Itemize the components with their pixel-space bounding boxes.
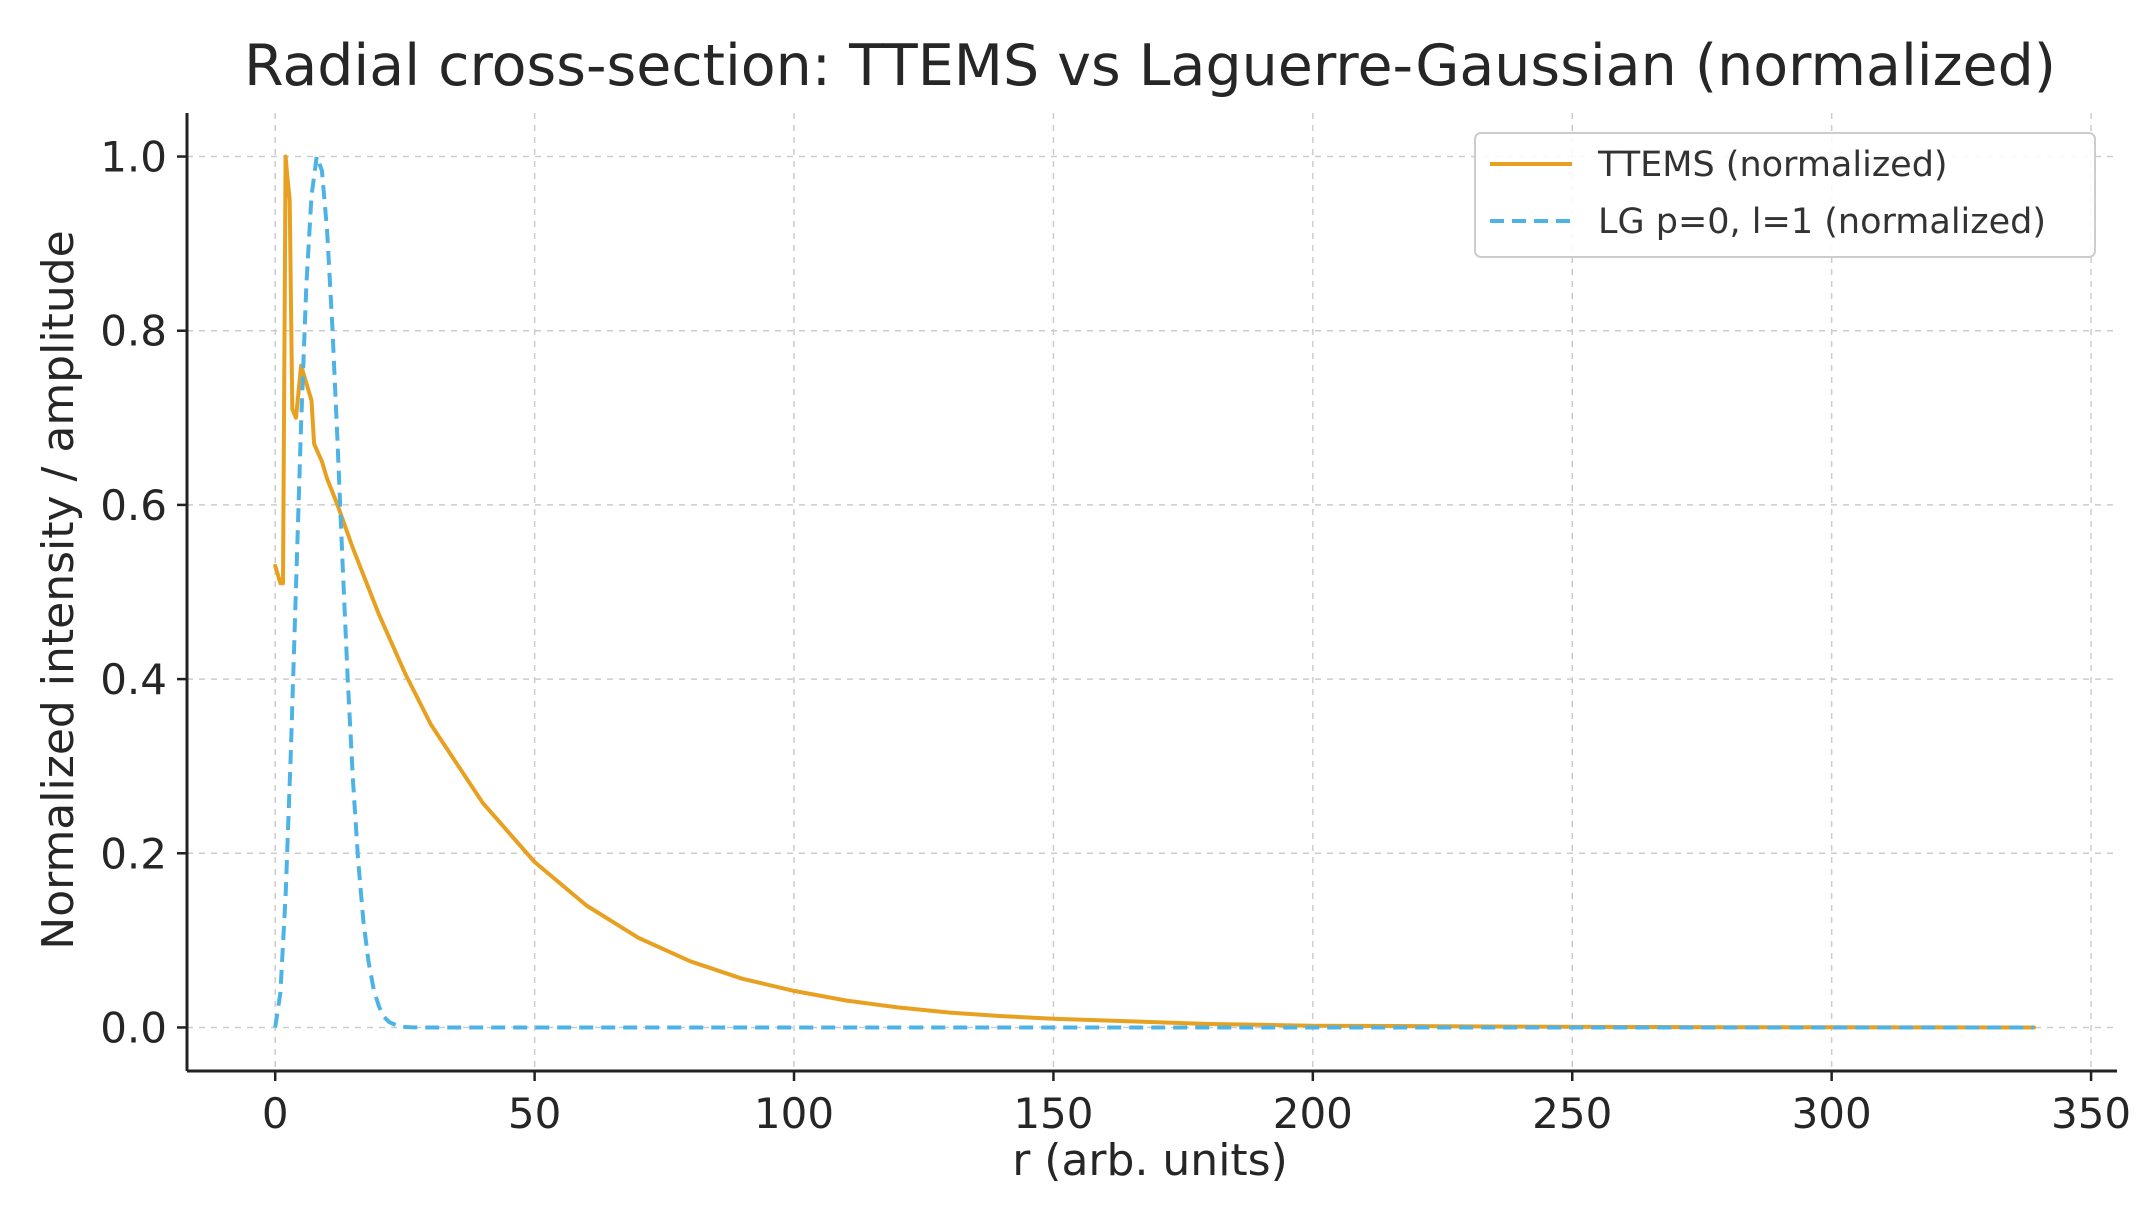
x-tick-label: 200 <box>1273 1089 1353 1138</box>
x-tick-label: 100 <box>754 1089 834 1138</box>
series-line-lg <box>273 154 2034 1030</box>
y-tick-label: 0.2 <box>100 829 167 878</box>
legend-label-lg: LG p=0, l=1 (normalized) <box>1598 202 2046 242</box>
y-tick-label: 0.0 <box>100 1003 167 1052</box>
legend: TTEMS (normalized) LG p=0, l=1 (normaliz… <box>1474 132 2096 258</box>
legend-label-ttems: TTEMS (normalized) <box>1597 145 1948 185</box>
x-tick-label: 50 <box>508 1089 561 1138</box>
x-tick-label: 250 <box>1532 1089 1612 1138</box>
y-tick-label: 1.0 <box>100 133 167 182</box>
legend-frame <box>1474 132 2096 258</box>
series-line-ttems <box>273 154 2036 1030</box>
y-tick-label: 0.4 <box>100 655 167 704</box>
x-tick-label: 150 <box>1013 1089 1093 1138</box>
chart-title: Radial cross-section: TTEMS vs Laguerre-… <box>244 33 2056 99</box>
axes <box>177 113 2117 1081</box>
x-axis-label: r (arb. units) <box>1012 1135 1288 1186</box>
x-tick-label: 300 <box>1792 1089 1872 1138</box>
x-tick-label: 0 <box>262 1089 289 1138</box>
tick-labels: 0 50 100 150 200 250 300 350 0.0 0.2 0.4 0.6 0.8 1.0 <box>100 133 2131 1138</box>
x-tick-label: 350 <box>2051 1089 2131 1138</box>
y-axis-label: Normalized intensity / amplitude <box>33 230 84 949</box>
plot-area <box>273 154 2036 1030</box>
y-tick-label: 0.8 <box>100 307 167 356</box>
y-tick-label: 0.6 <box>100 481 167 530</box>
